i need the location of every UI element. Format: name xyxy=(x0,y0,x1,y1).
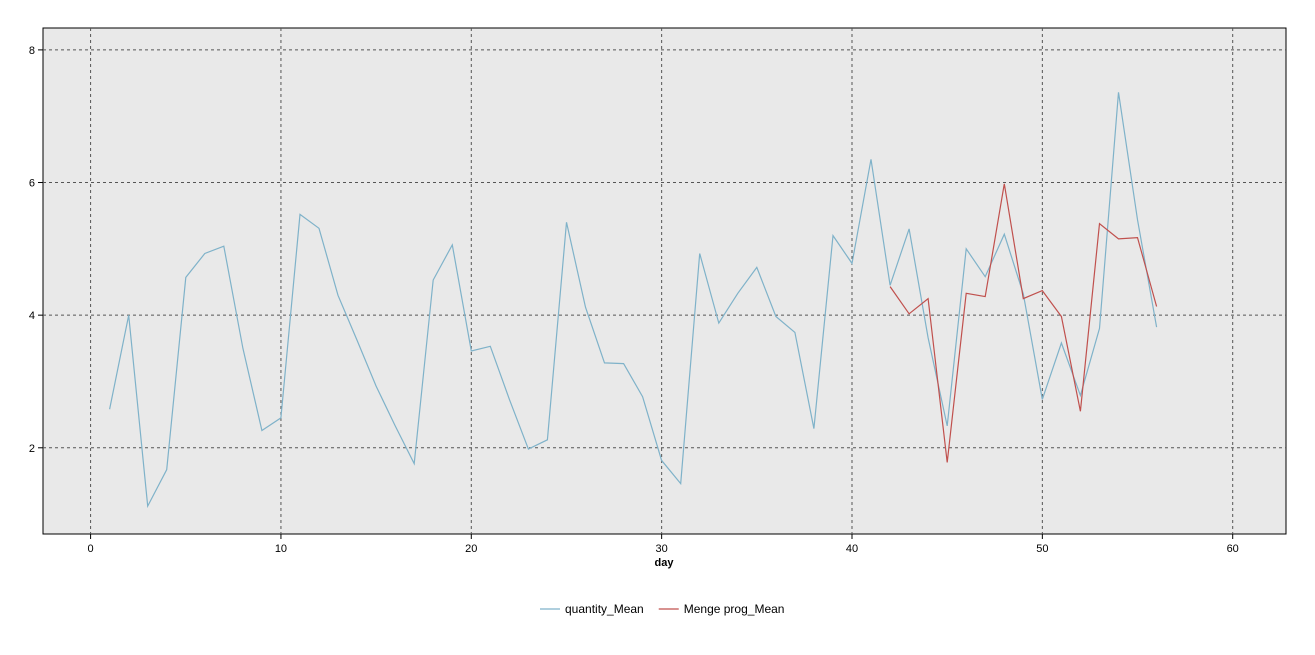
grid-lines xyxy=(43,28,1286,534)
series-line-menge-prog-mean xyxy=(889,183,1158,463)
y-tick-label: 4 xyxy=(29,310,35,322)
y-axis: 2 4 6 8 xyxy=(29,45,43,455)
x-axis-title: day xyxy=(655,557,675,569)
y-tick-label: 2 xyxy=(29,443,35,455)
legend-label-quantity-mean: quantity_Mean xyxy=(565,602,644,616)
legend: quantity_Mean Menge prog_Mean xyxy=(540,602,784,616)
legend-label-menge-prog-mean: Menge prog_Mean xyxy=(684,602,785,616)
x-tick-label: 60 xyxy=(1227,543,1239,555)
x-tick-label: 0 xyxy=(88,543,94,555)
plot-area xyxy=(42,27,1287,535)
x-tick-label: 20 xyxy=(465,543,477,555)
x-tick-label: 30 xyxy=(656,543,668,555)
series-line-quantity-mean xyxy=(109,92,1158,509)
x-tick-label: 50 xyxy=(1036,543,1048,555)
x-axis: 0 10 20 30 40 50 60 xyxy=(88,534,1239,555)
y-tick-label: 6 xyxy=(29,178,35,190)
x-tick-label: 40 xyxy=(846,543,858,555)
x-tick-label: 10 xyxy=(275,543,287,555)
data-series xyxy=(109,92,1158,509)
y-tick-label: 8 xyxy=(29,45,35,57)
